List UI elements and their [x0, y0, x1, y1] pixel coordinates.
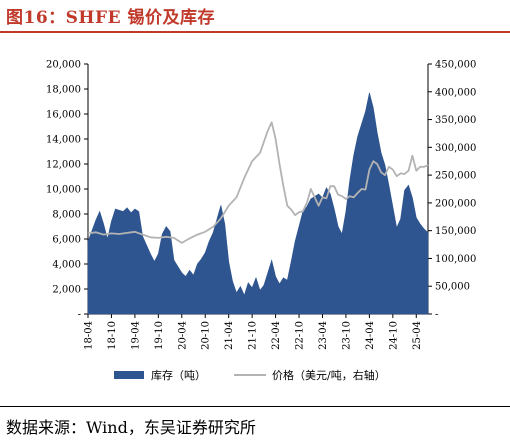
price-line: [87, 121, 429, 244]
right-tick-label: 450,000: [435, 60, 476, 71]
right-tick-label: 150,000: [435, 226, 476, 237]
left-tick-label: -: [78, 310, 81, 321]
right-tick-label: 300,000: [435, 143, 476, 154]
legend-swatch-inventory: [114, 371, 144, 379]
footer-rule: [0, 406, 510, 407]
x-tick-label: 25-04: [412, 321, 423, 350]
inventory-area: [87, 92, 429, 315]
right-tick-label: 50,000: [435, 282, 470, 293]
right-tick-label: 100,000: [435, 254, 476, 265]
right-tick-label: -: [435, 310, 438, 321]
left-tick-label: 16,000: [46, 110, 81, 121]
left-tick-label: 6,000: [52, 235, 81, 246]
x-tick-label: 24-04: [365, 321, 376, 350]
legend-label-price: 价格（美元/吨，右轴）: [272, 368, 386, 382]
x-tick-label: 19-04: [130, 321, 141, 350]
x-tick-label: 22-10: [295, 321, 306, 350]
chart-svg: - 2,000 4,000 6,000 8,000 10,000 12,000 14,000 1…: [46, 60, 476, 383]
left-tick-label: 18,000: [46, 85, 81, 96]
x-tick-label: 18-04: [84, 321, 95, 350]
left-tick-label: 4,000: [52, 260, 81, 271]
right-tick-label: 250,000: [435, 171, 476, 182]
left-tick-label: 12,000: [46, 160, 81, 171]
left-tick-label: 10,000: [46, 185, 81, 196]
x-tick-label: 19-10: [154, 321, 165, 350]
source-note: 数据来源：Wind，东吴证券研究所: [6, 418, 256, 437]
x-tick-label: 23-04: [318, 321, 329, 350]
x-tick-label: 24-10: [388, 321, 399, 350]
legend-label-inventory: 库存（吨）: [151, 368, 206, 382]
right-tick-label: 200,000: [435, 198, 476, 209]
chart-title: 图16：SHFE 锡价及库存: [6, 8, 215, 28]
x-tick-label: 21-10: [248, 321, 259, 350]
x-tick-label: 22-04: [271, 321, 282, 350]
left-tick-label: 14,000: [46, 135, 81, 146]
x-tick-label: 20-10: [201, 321, 212, 350]
x-tick-label: 20-04: [177, 321, 188, 350]
title-rule: [0, 31, 510, 33]
left-tick-label: 8,000: [52, 210, 81, 221]
x-tick-label: 23-10: [341, 321, 352, 350]
right-tick-label: 400,000: [435, 87, 476, 98]
left-tick-label: 2,000: [52, 285, 81, 296]
left-tick-label: 20,000: [46, 60, 81, 71]
x-tick-label: 21-04: [224, 321, 235, 350]
x-tick-label: 18-10: [107, 321, 118, 350]
right-tick-label: 350,000: [435, 115, 476, 126]
chart-area: - 2,000 4,000 6,000 8,000 10,000 12,000 14,000 1…: [0, 42, 510, 398]
